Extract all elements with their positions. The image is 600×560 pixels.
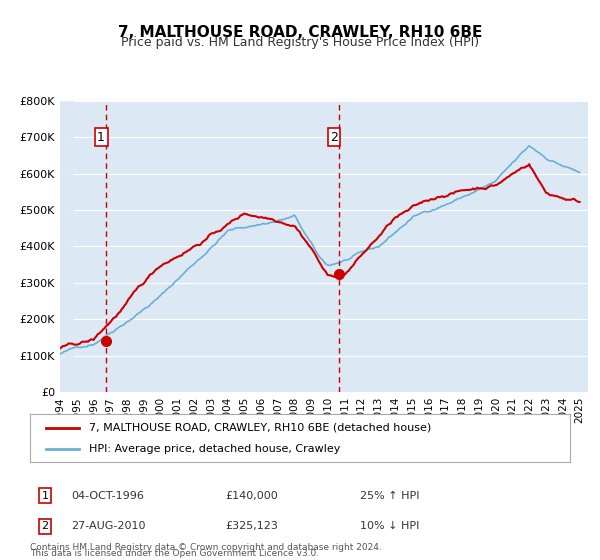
Text: 04-OCT-1996: 04-OCT-1996 [71,491,145,501]
Text: 7, MALTHOUSE ROAD, CRAWLEY, RH10 6BE (detached house): 7, MALTHOUSE ROAD, CRAWLEY, RH10 6BE (de… [89,423,431,433]
Text: This data is licensed under the Open Government Licence v3.0.: This data is licensed under the Open Gov… [30,549,319,558]
Text: 2: 2 [330,130,338,144]
Text: 25% ↑ HPI: 25% ↑ HPI [360,491,420,501]
Text: £140,000: £140,000 [226,491,278,501]
Text: 1: 1 [97,130,105,144]
Text: £325,123: £325,123 [226,521,278,531]
Text: HPI: Average price, detached house, Crawley: HPI: Average price, detached house, Craw… [89,444,341,454]
Text: 27-AUG-2010: 27-AUG-2010 [71,521,145,531]
Text: 7, MALTHOUSE ROAD, CRAWLEY, RH10 6BE: 7, MALTHOUSE ROAD, CRAWLEY, RH10 6BE [118,25,482,40]
Text: 10% ↓ HPI: 10% ↓ HPI [361,521,419,531]
Text: 2: 2 [41,521,49,531]
Text: Price paid vs. HM Land Registry's House Price Index (HPI): Price paid vs. HM Land Registry's House … [121,36,479,49]
Text: Contains HM Land Registry data © Crown copyright and database right 2024.: Contains HM Land Registry data © Crown c… [30,543,382,552]
Text: 1: 1 [41,491,49,501]
Bar [60,101,73,392]
